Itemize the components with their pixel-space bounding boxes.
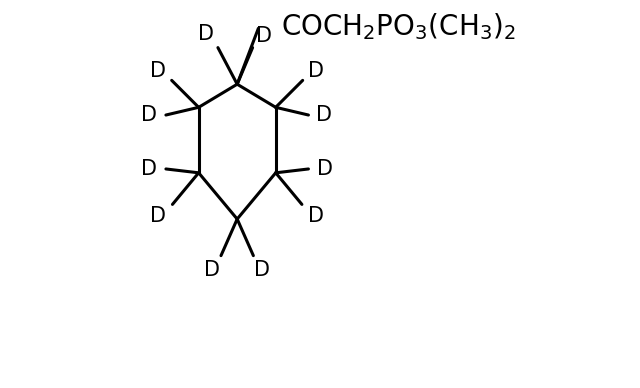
Text: D: D	[204, 260, 220, 280]
Text: D: D	[308, 61, 324, 81]
Text: D: D	[254, 260, 270, 280]
Text: D: D	[308, 206, 324, 226]
Text: D: D	[150, 206, 166, 226]
Text: D: D	[256, 26, 272, 46]
Text: D: D	[316, 105, 332, 125]
Text: D: D	[150, 61, 166, 81]
Text: D: D	[198, 24, 214, 44]
Text: D: D	[141, 159, 157, 179]
Text: D: D	[317, 159, 333, 179]
Text: D: D	[141, 105, 157, 125]
Text: COCH$_2$PO$_3$(CH$_3$)$_2$: COCH$_2$PO$_3$(CH$_3$)$_2$	[282, 11, 516, 42]
